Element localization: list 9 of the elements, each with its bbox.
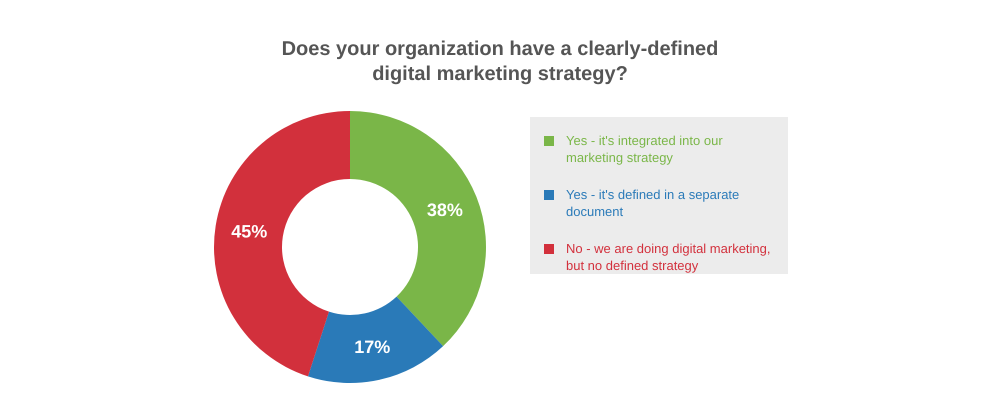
legend-label: Yes - it's integrated into our marketing strategy xyxy=(566,133,724,165)
data-label: 17% xyxy=(354,336,390,357)
chart-title: Does your organization have a clearly-defined digital marketing strategy? xyxy=(282,38,718,85)
data-label: 38% xyxy=(426,200,463,220)
data-label: 45% xyxy=(231,221,268,242)
legend-label: Yes - it's defined in a separate document xyxy=(566,187,740,219)
donut-slice xyxy=(214,111,350,376)
donut-slice xyxy=(308,296,444,383)
legend-label: No - we are doing digital marketing, but no defined strategy xyxy=(566,241,770,273)
